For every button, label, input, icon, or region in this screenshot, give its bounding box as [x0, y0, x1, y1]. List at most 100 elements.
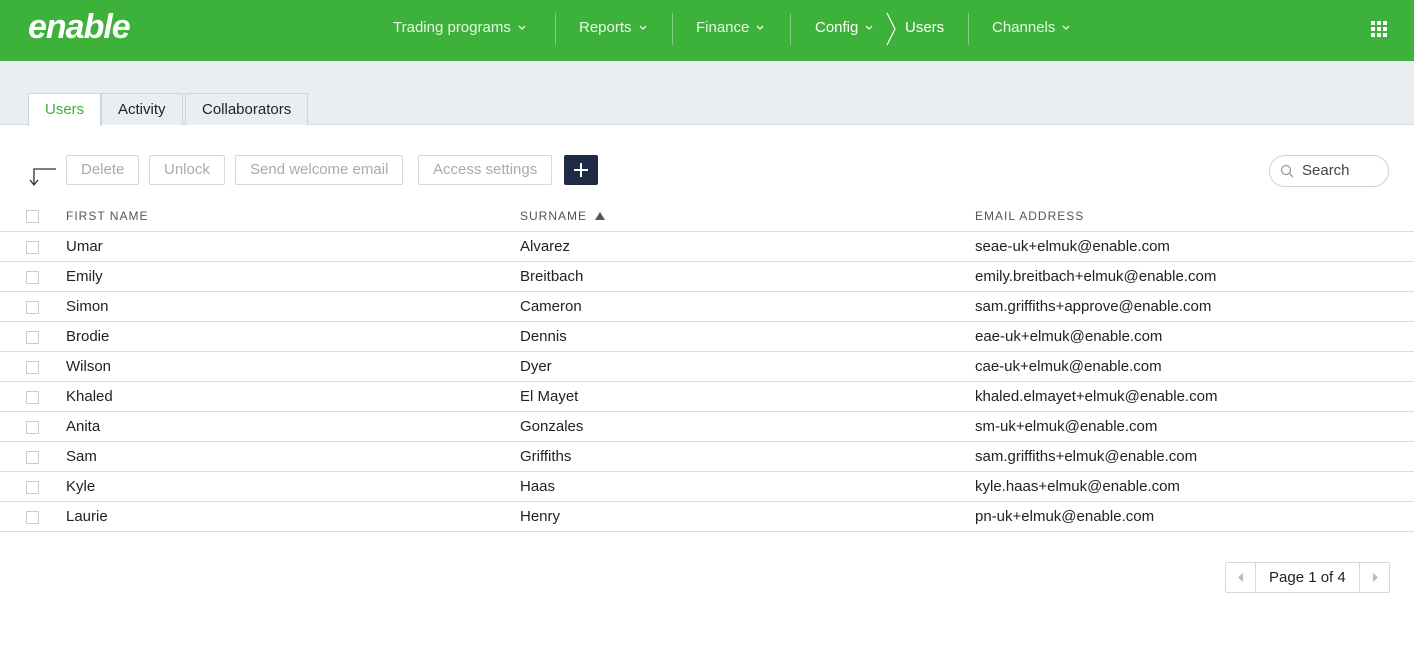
row-rule: [0, 471, 1414, 472]
table-cell: emily.breitbach+elmuk@enable.com: [975, 268, 1217, 285]
row-checkbox[interactable]: [26, 391, 39, 404]
nav-separator: [790, 13, 791, 45]
table-cell: cae-uk+elmuk@enable.com: [975, 358, 1162, 375]
table-cell: eae-uk+elmuk@enable.com: [975, 328, 1163, 345]
row-checkbox[interactable]: [26, 301, 39, 314]
nav-separator: [672, 13, 673, 45]
caret: [865, 25, 873, 30]
table-cell: kyle.haas+elmuk@enable.com: [975, 478, 1180, 495]
table-cell: Brodie: [66, 328, 110, 345]
table-cell: pn-uk+elmuk@enable.com: [975, 508, 1155, 525]
row-rule: [0, 501, 1414, 502]
table-cell: sam.griffiths+elmuk@enable.com: [975, 448, 1198, 465]
row-checkbox[interactable]: [26, 421, 39, 434]
pagination: Page 1 of 4: [1225, 562, 1390, 593]
row-checkbox[interactable]: [26, 511, 39, 524]
row-rule: [0, 261, 1414, 262]
nav-item[interactable]: Trading programs: [393, 19, 527, 36]
nav-item[interactable]: Users: [905, 19, 944, 36]
table-cell: Sam: [66, 448, 97, 465]
table-cell: Gonzales: [520, 418, 584, 435]
prev-page[interactable]: [1226, 563, 1256, 592]
table-cell: Dennis: [520, 328, 567, 345]
table-cell: Breitbach: [520, 268, 584, 285]
table-cell: Henry: [520, 508, 561, 525]
table-cell: Haas: [520, 478, 556, 495]
row-checkbox[interactable]: [26, 481, 39, 494]
nav-label: Channels: [992, 19, 1056, 36]
row-checkbox[interactable]: [26, 241, 39, 254]
table-cell: Umar: [66, 238, 103, 255]
table-cell: Emily: [66, 268, 103, 285]
row-checkbox[interactable]: [26, 361, 39, 374]
table-cell: sm-uk+elmuk@enable.com: [975, 418, 1158, 435]
row-rule: [0, 411, 1414, 412]
prev-icon: [1238, 573, 1243, 582]
caret: [639, 25, 646, 30]
sort-asc-icon: [595, 212, 605, 220]
table-cell: Kyle: [66, 478, 96, 495]
search-placeholder: Search: [1302, 162, 1350, 179]
table-cell: Griffiths: [520, 448, 572, 465]
column-header[interactable]: SURNAME: [520, 209, 588, 223]
table-cell: khaled.elmayet+elmuk@enable.com: [975, 388, 1218, 405]
toolbar-button[interactable]: Send welcome email: [235, 155, 404, 185]
row-rule: [0, 351, 1414, 352]
toolbar-button[interactable]: Delete: [66, 155, 140, 185]
table-cell: El Mayet: [520, 388, 579, 405]
nav-label: Users: [905, 19, 945, 36]
table-cell: Simon: [66, 298, 109, 315]
nav-separator: [968, 13, 969, 45]
nav-item[interactable]: Channels: [992, 19, 1071, 36]
table-cell: seae-uk+elmuk@enable.com: [975, 238, 1170, 255]
row-checkbox[interactable]: [26, 451, 39, 464]
nav-label: Finance: [696, 19, 750, 36]
row-rule: [0, 531, 1414, 532]
nav-label: Reports: [579, 19, 632, 36]
plus-icon: [574, 163, 588, 177]
toolbar-button[interactable]: Unlock: [149, 155, 225, 185]
column-header[interactable]: FIRST NAME: [66, 209, 149, 223]
table-cell: Anita: [66, 418, 101, 435]
tab[interactable]: Activity: [101, 93, 183, 125]
nav-label: Config: [815, 19, 859, 36]
table-cell: sam.griffiths+approve@enable.com: [975, 298, 1212, 315]
row-rule: [0, 381, 1414, 382]
search-icon: [1280, 164, 1294, 178]
table-cell: Laurie: [66, 508, 108, 525]
search-box[interactable]: Search: [1269, 155, 1389, 187]
back-icon[interactable]: [28, 166, 58, 188]
row-rule: [0, 231, 1414, 232]
logo[interactable]: enable: [28, 8, 131, 46]
nav-item[interactable]: Reports: [579, 19, 648, 36]
nav-item[interactable]: Finance: [696, 19, 765, 36]
row-checkbox[interactable]: [26, 271, 39, 284]
row-checkbox[interactable]: [26, 331, 39, 344]
table-cell: Khaled: [66, 388, 113, 405]
select-all-checkbox[interactable]: [26, 210, 39, 223]
add-button[interactable]: [564, 155, 598, 185]
apps-icon[interactable]: [1371, 21, 1387, 37]
caret: [518, 25, 526, 30]
nav-separator: [555, 13, 556, 45]
nav-label: Trading programs: [393, 19, 511, 36]
toolbar-button[interactable]: Access settings: [418, 155, 553, 185]
row-rule: [0, 321, 1414, 322]
column-header[interactable]: EMAIL ADDRESS: [975, 209, 1085, 223]
next-page[interactable]: [1359, 563, 1390, 592]
row-rule: [0, 291, 1414, 292]
next-icon: [1373, 573, 1378, 582]
caret: [756, 25, 764, 30]
breadcrumb-chevron: [886, 12, 896, 46]
table-cell: Wilson: [66, 358, 112, 375]
caret: [1062, 25, 1070, 30]
tab[interactable]: Users: [28, 93, 102, 126]
table-cell: Dyer: [520, 358, 552, 375]
nav-item[interactable]: Config: [815, 19, 874, 36]
page-label: Page 1 of 4: [1269, 569, 1346, 586]
row-rule: [0, 441, 1414, 442]
tab[interactable]: Collaborators: [185, 93, 309, 125]
table-cell: Alvarez: [520, 238, 571, 255]
top-bar: enable Trading programs Reports Finance Con…: [0, 0, 1414, 61]
